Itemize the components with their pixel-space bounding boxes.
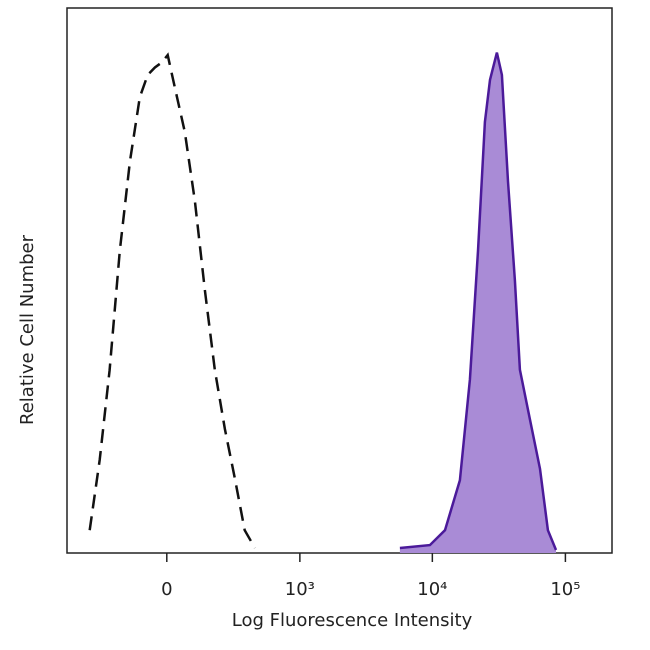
x-tick-label: 0: [161, 579, 172, 600]
x-tick-label: 10³: [285, 579, 315, 600]
histogram-line: [399, 52, 558, 551]
x-axis-title: Log Fluorescence Intensity: [232, 610, 473, 631]
histogram-area: [399, 52, 556, 553]
plot-frame: [66, 7, 613, 554]
histogram-line: [88, 52, 256, 549]
x-tick-label: 10⁴: [417, 579, 447, 600]
y-axis-title: Relative Cell Number: [17, 234, 38, 425]
x-tick-label: 10⁵: [550, 579, 580, 600]
